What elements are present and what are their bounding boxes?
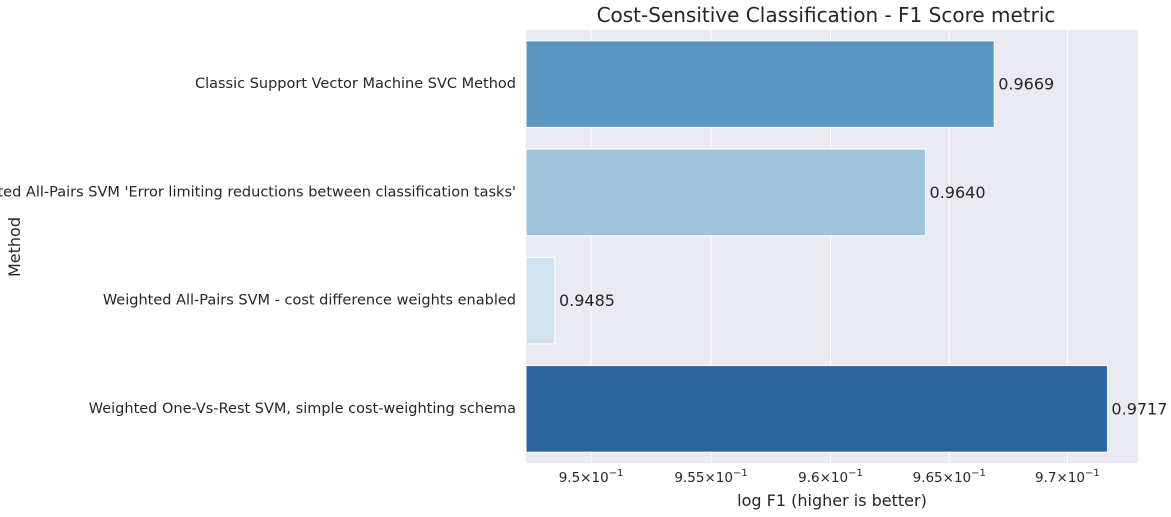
- y-axis-title: Method: [5, 217, 24, 277]
- value-label: 0.9640: [930, 183, 986, 202]
- value-labels: 0.9669 0.9640 0.9485 0.9717: [559, 75, 1167, 419]
- category-label: Weighted All-Pairs SVM - cost difference…: [103, 293, 516, 309]
- x-tick-label: 9.5×10−1: [559, 468, 624, 486]
- x-axis-title: log F1 (higher is better): [737, 491, 927, 510]
- category-label: Weighted All-Pairs SVM 'Error limiting r…: [0, 184, 516, 200]
- chart-title: Cost-Sensitive Classification - F1 Score…: [597, 3, 1056, 27]
- value-label: 0.9717: [1111, 399, 1167, 418]
- x-tick-label: 9.7×10−1: [1035, 468, 1100, 486]
- x-tick-label: 9.6×10−1: [798, 468, 863, 486]
- category-label: Classic Support Vector Machine SVC Metho…: [195, 76, 516, 92]
- bar: [525, 256, 556, 345]
- x-tick-label: 9.55×10−1: [674, 468, 747, 486]
- value-label: 0.9485: [559, 291, 615, 310]
- category-label: Weighted One-Vs-Rest SVM, simple cost-we…: [89, 401, 516, 417]
- x-tick-label: 9.65×10−1: [913, 468, 986, 486]
- bar: [525, 365, 1108, 453]
- bar: [525, 40, 995, 128]
- bar: [525, 148, 927, 237]
- x-tick-labels: 9.5×10−1 9.55×10−1 9.6×10−1 9.65×10−1 9.7×10…: [559, 468, 1100, 486]
- value-label: 0.9669: [998, 75, 1054, 94]
- category-labels: Classic Support Vector Machine SVC Metho…: [0, 76, 516, 417]
- bars: [525, 40, 1108, 453]
